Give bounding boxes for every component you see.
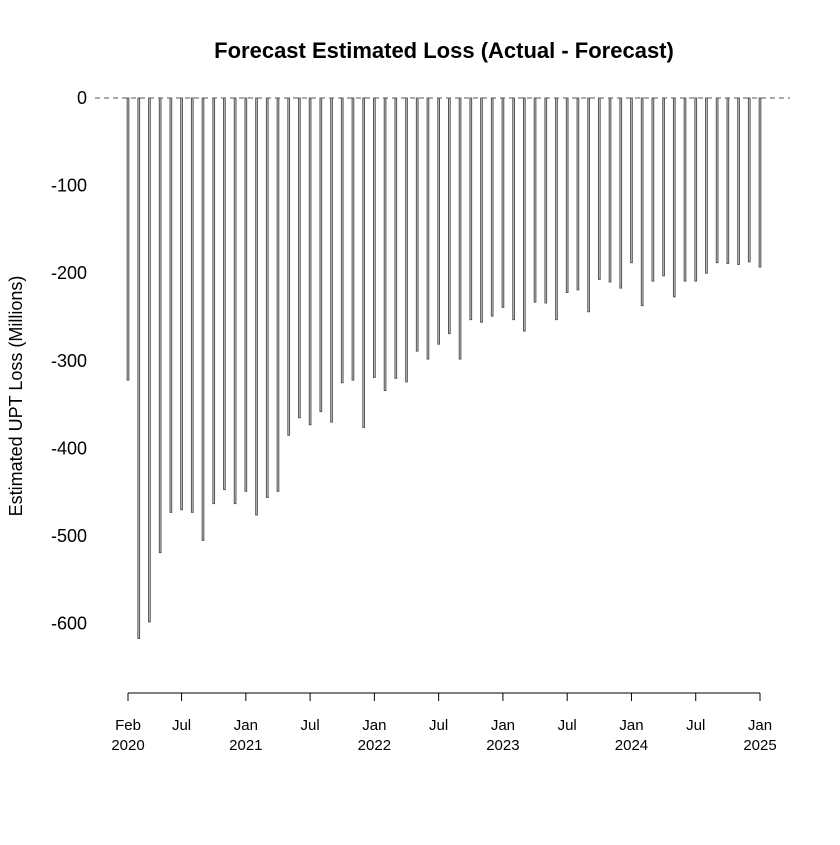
x-tick-label: Jul [686, 717, 705, 734]
x-tick-label: Jan [362, 717, 386, 734]
bar-2020-11 [223, 97, 226, 491]
bar-2021-11 [351, 97, 355, 381]
bar-2020-07 [180, 97, 183, 511]
x-tick-year-label: 2021 [229, 737, 262, 754]
x-tick-label: Jan [491, 717, 515, 734]
y-tick-label: -200 [51, 263, 87, 283]
x-tick-label: Jul [172, 717, 191, 734]
x-tick-year-label: 2023 [486, 737, 519, 754]
x-tick-label: Feb [115, 717, 141, 734]
y-tick-label: -600 [51, 614, 87, 634]
bar-2023-11 [608, 97, 612, 283]
bar-2021-02 [255, 97, 258, 516]
bar-2022-09 [458, 97, 462, 360]
bar-2024-04 [662, 97, 665, 277]
bar-2020-12 [233, 97, 237, 505]
bar-2020-08 [190, 97, 194, 513]
bar-2020-09 [201, 97, 205, 541]
bar-2022-01 [373, 97, 376, 378]
bar-2023-03 [522, 97, 526, 332]
x-tick-label: Jan [619, 717, 643, 734]
bar-2024-02 [640, 97, 644, 307]
bar-2020-04 [148, 97, 151, 623]
bar-2024-08 [705, 97, 708, 274]
bar-2025-01 [758, 97, 762, 268]
x-tick-label: Jul [429, 717, 448, 734]
bar-2021-06 [298, 97, 301, 419]
bar-2022-05 [415, 97, 419, 352]
bar-2021-03 [265, 97, 269, 498]
bar-2022-10 [469, 97, 473, 321]
bar-2022-12 [490, 97, 494, 317]
chart-title: Forecast Estimated Loss (Actual - Foreca… [214, 38, 674, 63]
bar-2021-01 [244, 97, 248, 492]
x-tick-label: Jul [558, 717, 577, 734]
y-tick-label: -500 [51, 526, 87, 546]
bar-2024-10 [726, 97, 730, 265]
bar-2021-04 [276, 97, 280, 492]
bar-2022-07 [437, 97, 441, 345]
y-tick-label: 0 [77, 88, 87, 108]
y-axis: 0 -100 -200 -300 -400 -500 -600 [51, 88, 87, 634]
bar-2023-05 [544, 97, 548, 304]
bar-2024-07 [694, 97, 698, 282]
bar-2023-04 [533, 97, 537, 303]
bar-2022-06 [426, 97, 430, 360]
bar-2022-03 [394, 97, 398, 379]
bar-2021-12 [362, 97, 366, 428]
bar-2023-02 [512, 97, 515, 321]
bar-2024-01 [630, 97, 633, 264]
bar-2021-05 [287, 97, 291, 436]
bar-2020-06 [169, 97, 173, 513]
x-tick-year-label: 2024 [615, 737, 648, 754]
bar-2021-10 [340, 97, 344, 384]
x-axis: Feb 2020 Jul Jan 2021 Jul Jan 2022 Jul Jan 2023 Jul… [111, 692, 777, 754]
bar-2021-07 [308, 97, 312, 426]
y-tick-label: -100 [51, 176, 87, 196]
bar-2022-04 [405, 97, 408, 383]
bar-2023-12 [619, 97, 623, 289]
bar-2021-09 [330, 97, 333, 423]
bar-2022-02 [383, 97, 387, 392]
bars-group [95, 97, 790, 639]
bar-2020-10 [212, 97, 216, 505]
bar-2022-08 [448, 97, 451, 335]
bar-2022-11 [480, 97, 483, 323]
bar-2023-06 [555, 97, 558, 321]
bar-2024-11 [737, 97, 740, 265]
bar-2023-08 [576, 97, 580, 291]
x-tick-label: Jan [234, 717, 258, 734]
x-tick-year-label: 2022 [358, 737, 391, 754]
x-tick-year-label: 2020 [111, 737, 144, 754]
y-tick-label: -400 [51, 438, 87, 458]
bar-2021-08 [319, 97, 323, 413]
bar-2023-01 [501, 97, 505, 308]
bar-2023-07 [565, 97, 569, 293]
bar-2024-06 [683, 97, 687, 282]
bar-2020-02 [126, 97, 130, 381]
bar-2024-03 [651, 97, 655, 282]
bar-2020-03 [137, 97, 141, 639]
bar-2023-10 [597, 97, 601, 280]
x-tick-label: Jan [748, 717, 772, 734]
x-tick-year-label: 2025 [743, 737, 776, 754]
y-axis-label: Estimated UPT Loss (Millions) [6, 276, 26, 517]
bar-2023-09 [587, 97, 590, 313]
bar-2024-12 [747, 97, 751, 263]
bar-2024-05 [672, 97, 676, 298]
bar-2024-09 [715, 97, 719, 264]
bar-2020-05 [158, 97, 162, 554]
x-tick-label: Jul [301, 717, 320, 734]
y-tick-label: -300 [51, 351, 87, 371]
